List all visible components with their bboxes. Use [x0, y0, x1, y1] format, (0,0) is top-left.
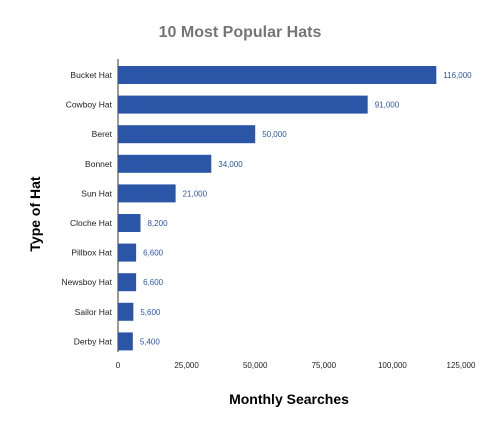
category-label: Bucket Hat: [70, 70, 112, 80]
x-axis-title: Monthly Searches: [229, 391, 349, 407]
bar: [118, 125, 256, 144]
category-label: Cloche Hat: [70, 218, 113, 228]
x-tick-label: 100,000: [378, 361, 407, 370]
x-tick-label: 25,000: [174, 361, 199, 370]
category-labels-group: Bucket Hat Cowboy Hat Beret Bonnet Sun Hat Cl…: [61, 70, 112, 346]
data-label: 34,000: [218, 160, 243, 169]
data-label: 6,600: [143, 249, 164, 258]
bar: [118, 214, 141, 232]
x-tick-labels-group: 0 25,000 50,000 75,000 100,000 125,000: [116, 361, 476, 370]
bars-group: [118, 66, 437, 351]
category-label: Pillbox Hat: [71, 248, 112, 258]
bar: [118, 302, 134, 321]
x-tick-label: 75,000: [312, 361, 337, 370]
data-label: 5,400: [140, 337, 161, 346]
x-tick-label: 50,000: [243, 361, 268, 370]
bar: [118, 154, 212, 173]
bar: [118, 332, 133, 351]
chart-title: 10 Most Popular Hats: [159, 24, 322, 41]
data-labels-group: 116,000 91,000 50,000 34,000 21,000 8,200 6,60…: [140, 71, 472, 346]
category-label: Bonnet: [85, 159, 113, 169]
data-label: 116,000: [443, 71, 472, 80]
category-label: Derby Hat: [74, 336, 113, 346]
bar: [118, 95, 368, 114]
x-tick-label: 125,000: [447, 361, 476, 370]
data-label: 50,000: [262, 130, 287, 139]
data-label: 5,600: [140, 308, 161, 317]
x-tick-label: 0: [116, 361, 121, 370]
category-label: Beret: [92, 129, 113, 139]
data-label: 8,200: [148, 219, 169, 228]
category-label: Sailor Hat: [75, 307, 113, 317]
category-label: Sun Hat: [81, 188, 112, 198]
bar: [118, 66, 437, 84]
y-axis-title: Type of Hat: [27, 176, 43, 252]
category-label: Cowboy Hat: [66, 100, 113, 110]
bar: [118, 243, 137, 262]
bar: [118, 273, 137, 292]
category-label: Newsboy Hat: [61, 277, 112, 287]
data-label: 21,000: [183, 189, 208, 198]
data-label: 6,600: [143, 278, 164, 287]
bar: [118, 184, 176, 203]
data-label: 91,000: [375, 101, 400, 110]
